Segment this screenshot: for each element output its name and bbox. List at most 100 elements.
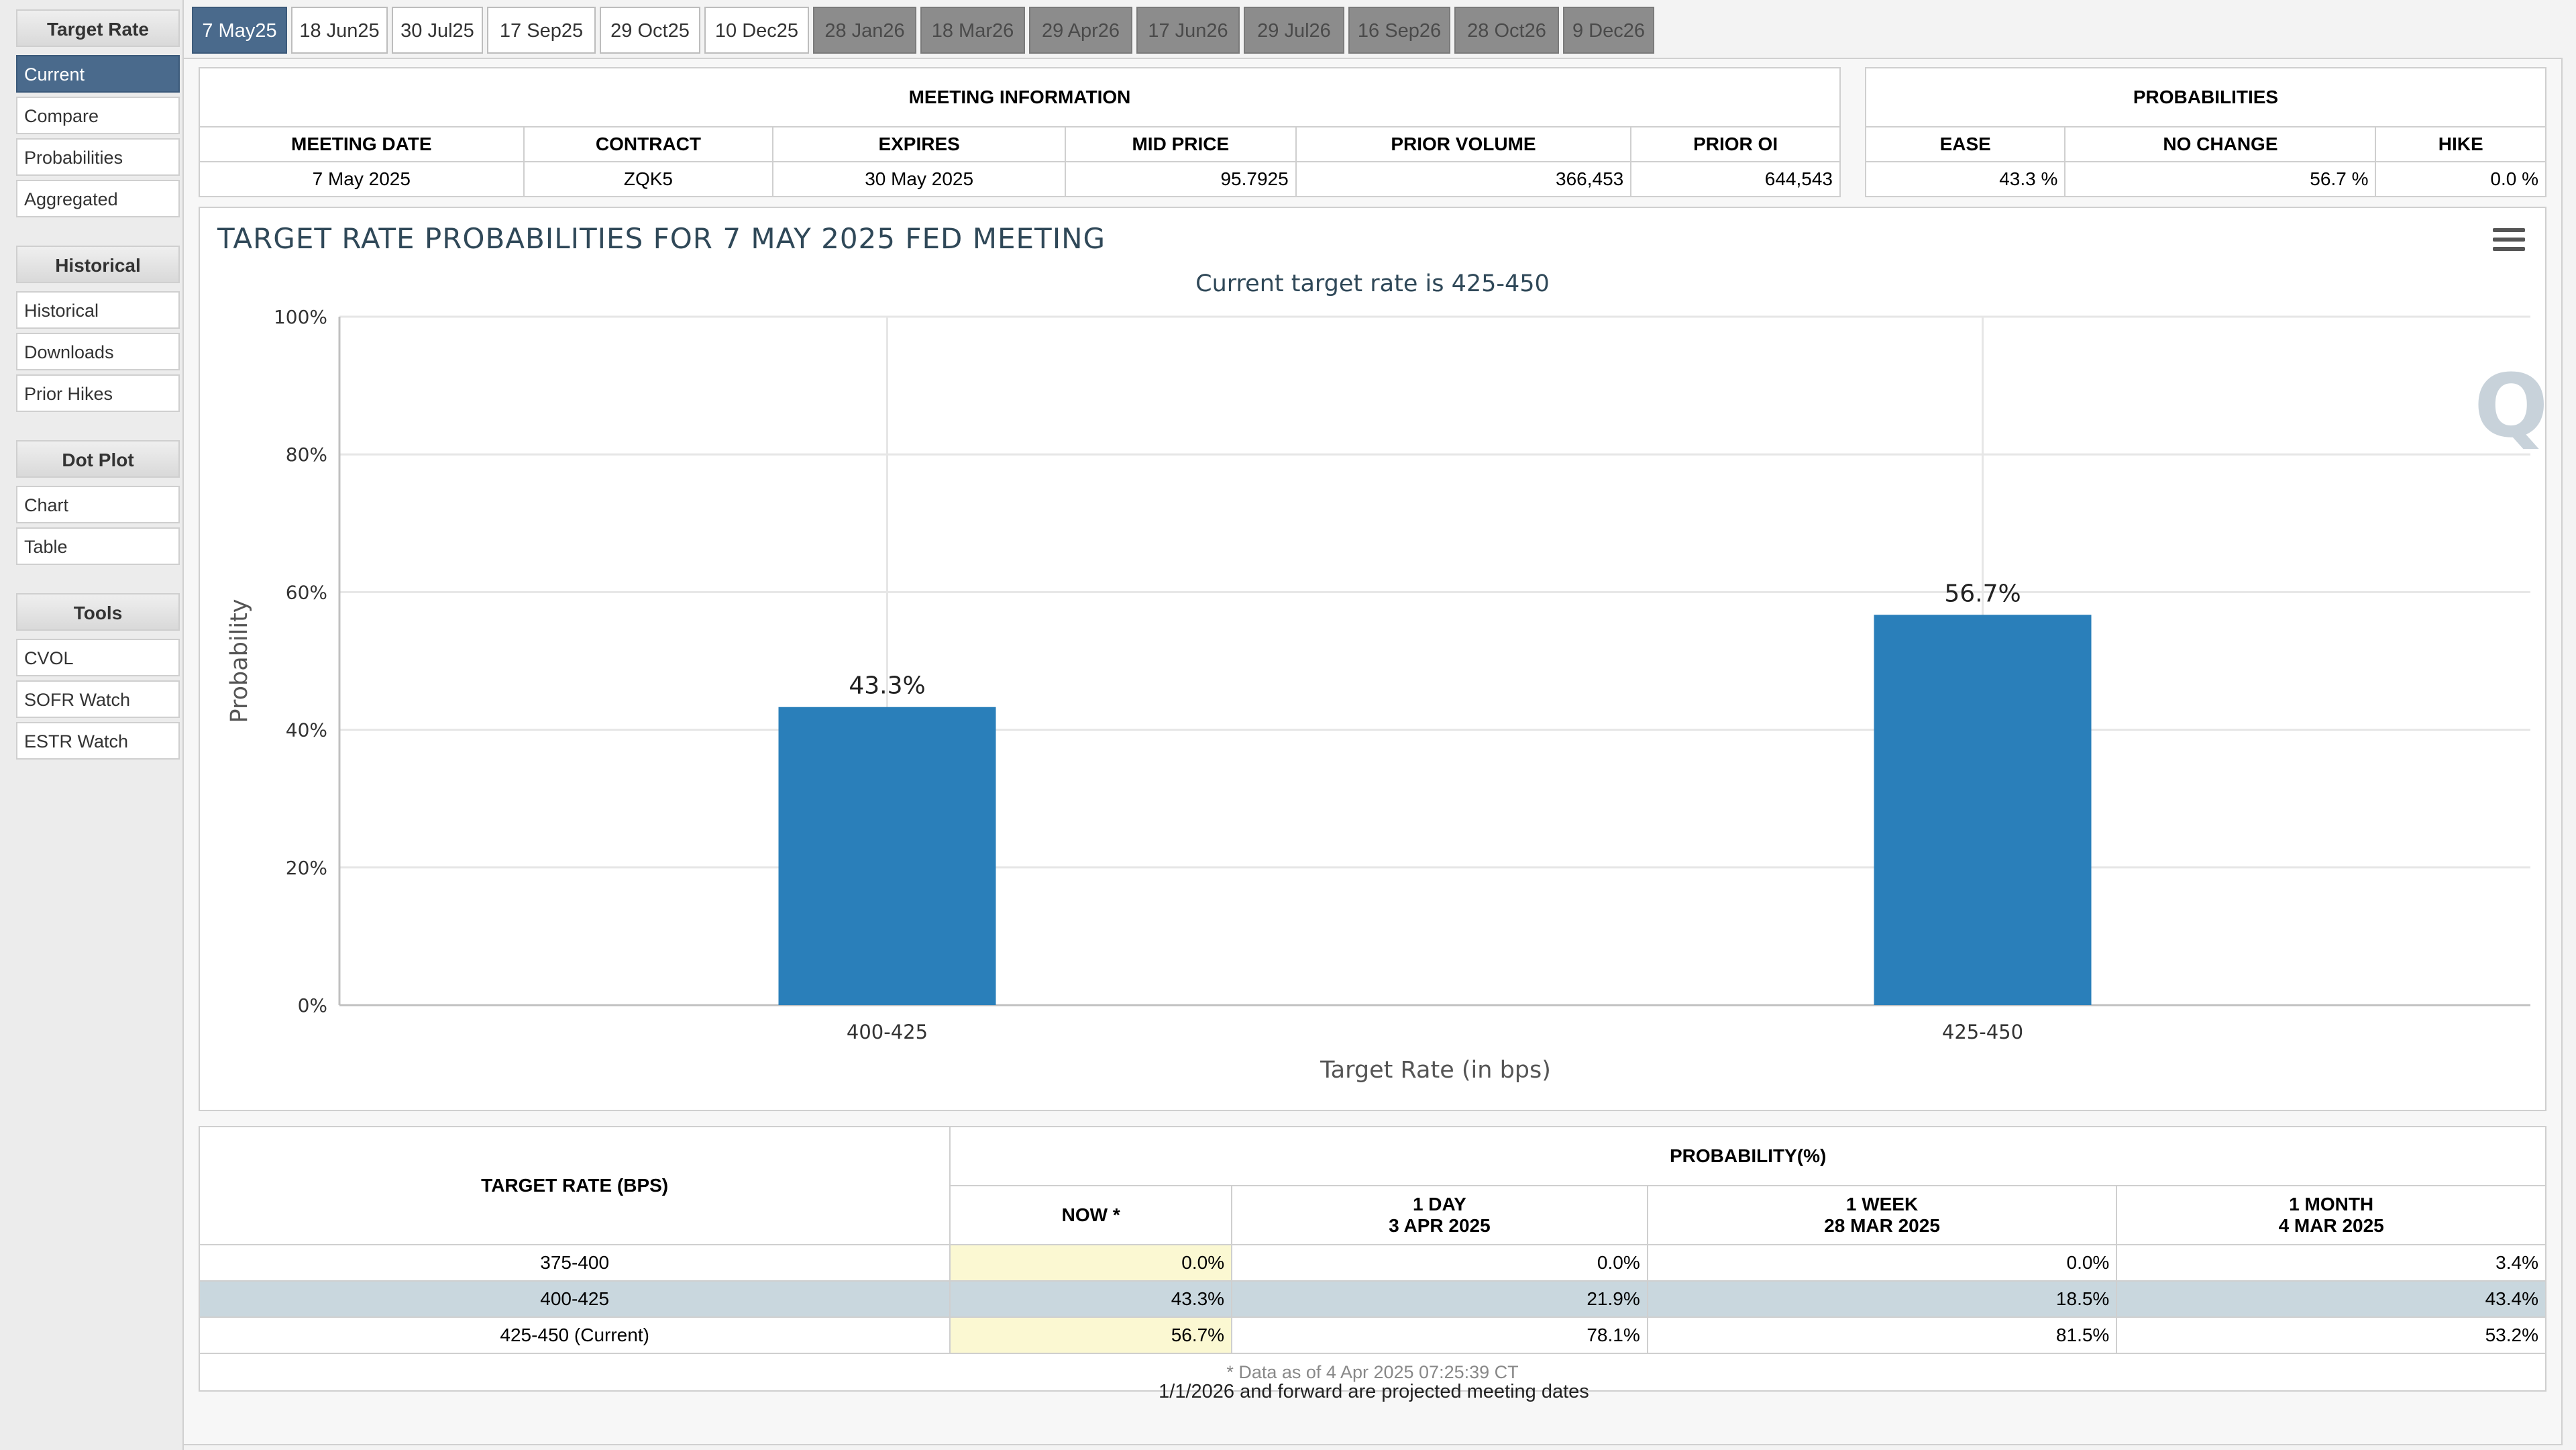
probability-column-now: NOW *: [949, 1185, 1233, 1245]
table-row: 375-400 0.0% 0.0% 0.0% 3.4%: [198, 1244, 2546, 1282]
data-timestamp-note: * Data as of 4 Apr 2025 07:25:39 CT: [199, 1354, 2546, 1392]
probability-cell: 0.0%: [1646, 1244, 2118, 1282]
sidebar-item-aggregated[interactable]: Aggregated: [16, 180, 180, 217]
chart-title: TARGET RATE PROBABILITIES FOR 7 MAY 2025…: [217, 222, 1106, 255]
x-axis-label: Target Rate (in bps): [1320, 1057, 1551, 1084]
column-date: 28 MAR 2025: [1824, 1215, 1940, 1236]
meeting-header-mid-price: MID PRICE: [1064, 126, 1297, 162]
meeting-value-expires: 30 May 2025: [772, 161, 1066, 197]
sidebar-item-cvol[interactable]: CVOL: [16, 639, 180, 676]
column-date: 4 MAR 2025: [2278, 1215, 2384, 1236]
meeting-header-meeting-date: MEETING DATE: [199, 126, 525, 162]
chart-subtitle: Current target rate is 425-450: [1195, 270, 1550, 297]
tab-17-sep25[interactable]: 17 Sep25: [487, 7, 596, 54]
meeting-header-contract: CONTRACT: [523, 126, 774, 162]
bar-400-425[interactable]: [778, 707, 996, 1005]
chart-svg: TARGET RATE PROBABILITIES FOR 7 MAY 2025…: [217, 222, 2545, 1084]
probability-value-hike: 0.0 %: [2375, 161, 2546, 197]
tab-18-mar26[interactable]: 18 Mar26: [920, 7, 1025, 54]
probabilities-title: PROBABILITIES: [1865, 67, 2546, 127]
watermark-q-icon: Q: [2474, 355, 2545, 457]
meeting-header-expires: EXPIRES: [772, 126, 1066, 162]
column-label: 1 DAY: [1412, 1194, 1466, 1214]
y-tick-label: 80%: [286, 444, 327, 466]
probability-cell: 81.5%: [1646, 1316, 2118, 1354]
probability-header-ease: EASE: [1864, 126, 2066, 162]
bar-425-450[interactable]: [1874, 615, 2092, 1005]
sidebar-section-historical: Historical: [16, 246, 180, 283]
sidebar-item-downloads[interactable]: Downloads: [16, 333, 180, 370]
y-tick-label: 100%: [274, 306, 327, 328]
probability-cell: 78.1%: [1231, 1316, 1648, 1354]
meeting-value-mid-price: 95.7925: [1064, 161, 1297, 197]
sidebar-item-sofr-watch[interactable]: SOFR Watch: [16, 680, 180, 718]
tab-17-jun26[interactable]: 17 Jun26: [1136, 7, 1240, 54]
tab-29-jul26[interactable]: 29 Jul26: [1244, 7, 1344, 54]
sidebar-item-prior-hikes[interactable]: Prior Hikes: [16, 374, 180, 412]
sidebar: Target Rate Current Compare Probabilities Ag…: [0, 0, 184, 1450]
table-row: 425-450 (Current) 56.7% 78.1% 81.5% 53.2%: [198, 1316, 2546, 1354]
probability-header-no-change: NO CHANGE: [2064, 126, 2377, 162]
sidebar-item-historical[interactable]: Historical: [16, 291, 180, 329]
sidebar-item-estr-watch[interactable]: ESTR Watch: [16, 722, 180, 760]
column-date: 3 APR 2025: [1389, 1215, 1491, 1236]
meeting-information-title: MEETING INFORMATION: [199, 67, 1841, 127]
chart-menu-icon[interactable]: [2493, 228, 2525, 255]
probability-cell: 0.0%: [949, 1244, 1233, 1282]
sidebar-section-target-rate: Target Rate: [16, 9, 180, 47]
sidebar-item-probabilities[interactable]: Probabilities: [16, 138, 180, 176]
tab-10-dec25[interactable]: 10 Dec25: [704, 7, 809, 54]
y-tick-label: 0%: [298, 994, 327, 1017]
probability-column-1-month: 1 MONTH 4 MAR 2025: [2116, 1185, 2546, 1245]
y-axis-label: Probability: [226, 599, 253, 723]
y-tick-label: 20%: [286, 857, 327, 879]
sidebar-item-chart[interactable]: Chart: [16, 486, 180, 523]
sidebar-section-tools: Tools: [16, 593, 180, 631]
probability-cell: 21.9%: [1231, 1280, 1648, 1318]
probability-cell: 18.5%: [1646, 1280, 2118, 1318]
probability-cell: 43.3%: [949, 1280, 1233, 1318]
projected-dates-note: 1/1/2026 and forward are projected meeti…: [1159, 1381, 1589, 1402]
probability-header-hike: HIKE: [2375, 126, 2546, 162]
table-row: 400-425 43.3% 21.9% 18.5% 43.4%: [198, 1280, 2546, 1318]
probability-cell: 43.4%: [2116, 1280, 2546, 1318]
meeting-header-prior-volume: PRIOR VOLUME: [1295, 126, 1632, 162]
tab-29-oct25[interactable]: 29 Oct25: [600, 7, 700, 54]
meeting-tabs: 7 May25 18 Jun25 30 Jul25 17 Sep25 29 Oct25 1…: [192, 7, 1869, 55]
meeting-value-prior-oi: 644,543: [1630, 161, 1841, 197]
x-tick-label: 425-450: [1942, 1021, 2023, 1043]
target-rate-cell: 375-400: [198, 1244, 951, 1282]
probabilities-table: PROBABILITIES EASE NO CHANGE HIKE 43.3 % 56…: [1864, 67, 2546, 197]
probability-cell: 0.0%: [1231, 1244, 1648, 1282]
y-tick-label: 60%: [286, 581, 327, 603]
column-label: 1 WEEK: [1845, 1194, 1919, 1214]
tab-28-oct26[interactable]: 28 Oct26: [1454, 7, 1559, 54]
target-rate-cell: 400-425: [198, 1280, 951, 1318]
y-tick-label: 40%: [286, 719, 327, 741]
column-label: 1 MONTH: [2289, 1194, 2374, 1214]
tab-16-sep26[interactable]: 16 Sep26: [1348, 7, 1450, 54]
data-label: 56.7%: [1944, 580, 2021, 607]
meeting-value-prior-volume: 366,453: [1295, 161, 1632, 197]
tab-29-apr26[interactable]: 29 Apr26: [1029, 7, 1132, 54]
target-rate-cell: 425-450 (Current): [198, 1316, 951, 1354]
probability-cell: 3.4%: [2116, 1244, 2546, 1282]
meeting-information-table: MEETING INFORMATION MEETING DATE CONTRACT…: [199, 67, 1841, 197]
meeting-header-prior-oi: PRIOR OI: [1630, 126, 1841, 162]
probability-column-1-day: 1 DAY 3 APR 2025: [1231, 1185, 1648, 1245]
probability-value-ease: 43.3 %: [1864, 161, 2066, 197]
tab-18-jun25[interactable]: 18 Jun25: [291, 7, 388, 54]
tab-7-may25[interactable]: 7 May25: [192, 7, 287, 54]
x-tick-label: 400-425: [847, 1021, 928, 1043]
probability-group-header: PROBABILITY(%): [949, 1126, 2546, 1186]
sidebar-item-table[interactable]: Table: [16, 527, 180, 565]
main-panel: MEETING INFORMATION MEETING DATE CONTRACT…: [182, 58, 2563, 1445]
tab-30-jul25[interactable]: 30 Jul25: [392, 7, 483, 54]
probability-history-table: TARGET RATE (BPS) PROBABILITY(%) NOW * 1 …: [198, 1126, 2546, 1392]
sidebar-item-current[interactable]: Current: [16, 55, 180, 93]
sidebar-item-compare[interactable]: Compare: [16, 97, 180, 134]
tab-28-jan26[interactable]: 28 Jan26: [813, 7, 916, 54]
tab-9-dec26[interactable]: 9 Dec26: [1563, 7, 1654, 54]
probability-cell: 53.2%: [2116, 1316, 2546, 1354]
probability-column-1-week: 1 WEEK 28 MAR 2025: [1646, 1185, 2118, 1245]
